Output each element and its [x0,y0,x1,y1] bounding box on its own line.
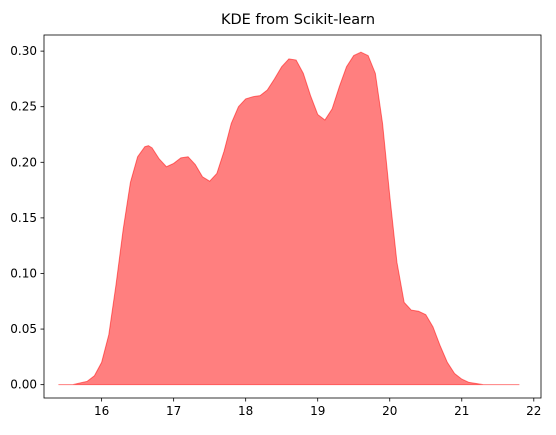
kde-density-area [58,51,520,386]
x-tick-label: 20 [382,404,397,418]
x-tick-label: 18 [238,404,253,418]
x-tick-label: 19 [310,404,325,418]
chart-title: KDE from Scikit-learn [221,12,375,28]
axes-frame [43,34,542,399]
x-tick-label: 22 [526,404,541,418]
y-tick-label: 0.25 [10,100,37,114]
plot-area [58,51,520,386]
x-tick-label: 21 [454,404,469,418]
y-tick-label: 0.10 [10,266,37,280]
x-tick-label: 16 [94,404,109,418]
x-tick-label: 17 [166,404,181,418]
y-tick-label: 0.15 [10,211,37,225]
y-tick-label: 0.30 [10,44,37,58]
axes: 16 17 18 19 20 21 22 0.00 0.05 0.10 0.15 0.20 0.25 0.… [10,34,542,418]
y-tick-label: 0.00 [10,378,37,392]
y-tick-label: 0.20 [10,155,37,169]
y-tick-label: 0.05 [10,322,37,336]
